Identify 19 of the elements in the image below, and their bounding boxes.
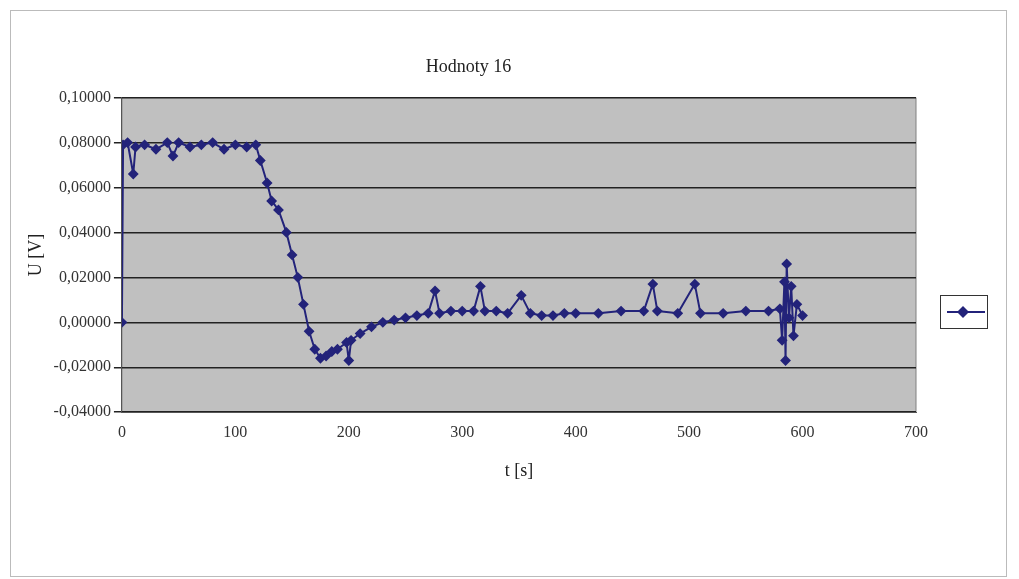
- y-tick-label: 0,04000: [58, 222, 111, 240]
- x-axis-title: t [s]: [504, 459, 534, 480]
- y-tick-label: -0,04000: [53, 402, 111, 420]
- y-axis-title: U [V]: [24, 233, 45, 277]
- y-tick-label: 0,02000: [58, 267, 111, 285]
- y-tick-label: 0,08000: [58, 132, 111, 150]
- x-tick-label: 300: [450, 423, 475, 440]
- y-tick-label: 0,06000: [58, 177, 111, 195]
- x-tick-label: 100: [223, 423, 248, 440]
- x-tick-label: 700: [904, 423, 928, 440]
- y-tick-label: 0,00000: [58, 312, 111, 330]
- x-tick-label: 600: [790, 423, 815, 440]
- chart-title: Hodnoty 16: [425, 55, 512, 76]
- x-tick-label: 400: [563, 423, 588, 440]
- x-tick-label: 0: [117, 423, 126, 440]
- y-tick-label: -0,02000: [53, 357, 111, 375]
- x-tick-label: 200: [336, 423, 361, 440]
- y-tick-label: 0,10000: [58, 87, 111, 105]
- x-tick-label: 500: [677, 423, 702, 440]
